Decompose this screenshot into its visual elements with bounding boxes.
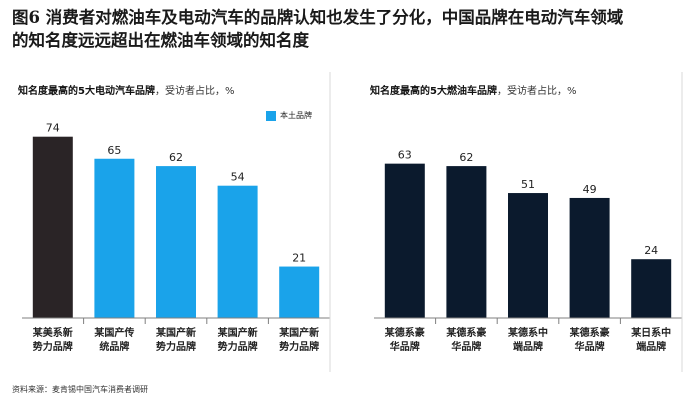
ice-category-label: 端品牌 (636, 340, 666, 353)
ice-category-label: 某日系中 (631, 326, 671, 339)
ev-category-label: 某国产新 (156, 326, 196, 339)
ev-value-label: 74 (46, 122, 60, 135)
ev-category-label: 某国产新 (218, 326, 258, 339)
ice-chart-subtitle: ，受访者占比，% (496, 86, 577, 97)
ev-category-label: 某国产传 (94, 326, 134, 339)
ev-category-label: 势力品牌 (279, 340, 319, 353)
ice-category-label: 端品牌 (513, 340, 543, 353)
ice-value-label: 63 (398, 149, 412, 162)
page-title-line-1: 图6 消费者对燃油车及电动汽车的品牌认知也发生了分化，中国品牌在电动汽车领域 (12, 8, 624, 27)
ev-category-label: 某美系新 (33, 326, 73, 339)
ev-value-label: 54 (231, 171, 245, 184)
source-note: 资料来源：麦肯锡中国汽车消费者调研 (12, 385, 148, 394)
ev-value-label: 21 (292, 252, 306, 265)
ev-value-label: 65 (107, 144, 121, 157)
ice-bar (569, 197, 610, 318)
ice-value-label: 62 (459, 151, 473, 164)
ev-category-label: 势力品牌 (33, 340, 73, 353)
ice-bar (508, 193, 548, 318)
ev-chart-subtitle: ，受访者占比，% (154, 86, 235, 97)
ice-chart-plot: 63某德系豪华品牌62某德系豪华品牌51某德系中端品牌49某德系豪华品牌24某日… (374, 72, 683, 372)
ice-category-label: 某德系豪 (570, 326, 610, 339)
ice-bar (384, 163, 425, 318)
ice-value-label: 51 (521, 178, 535, 191)
ice-bar (631, 259, 672, 318)
ev-brand-chart: 知名度最高的5大电动汽车品牌，受访者占比，% 本土品牌 74 某美系新 势力品牌 65… (12, 72, 332, 372)
ev-chart-legend: 本土品牌 (266, 110, 312, 121)
ev-value-label: 62 (169, 151, 183, 164)
legend-swatch-domestic (266, 110, 276, 121)
ev-chart-plot: 74某美系新势力品牌65某国产传统品牌62某国产新势力品牌54某国产新势力品牌2… (22, 72, 331, 372)
ice-brand-chart: 知名度最高的5大燃油车品牌，受访者占比，% 63 某德系豪 华品牌 62 某德系豪 华品牌… (364, 72, 684, 372)
ev-chart-heading: 知名度最高的5大电动汽车品牌，受访者占比，% (18, 82, 234, 97)
ev-bar (94, 158, 135, 318)
ice-category-label: 华品牌 (575, 340, 605, 353)
page-title: 图6 消费者对燃油车及电动汽车的品牌认知也发生了分化，中国品牌在电动汽车领域 的… (12, 6, 692, 52)
ice-chart-heading: 知名度最高的5大燃油车品牌，受访者占比，% (370, 82, 576, 97)
ice-chart-title: 知名度最高的5大燃油车品牌 (370, 86, 497, 97)
ev-bar (32, 136, 73, 318)
ev-category-label: 某国产新 (279, 326, 319, 339)
ice-value-label: 49 (583, 183, 597, 196)
ice-category-label: 某德系中 (508, 326, 548, 339)
ice-category-label: 华品牌 (451, 340, 481, 353)
ev-bar (217, 185, 258, 318)
ev-category-label: 势力品牌 (156, 340, 196, 353)
ev-bar (279, 266, 320, 318)
ice-category-label: 某德系豪 (446, 326, 486, 339)
ice-value-label: 24 (644, 244, 658, 257)
ev-category-label: 势力品牌 (218, 340, 258, 353)
page-title-line-2: 的知名度远远超出在燃油车领域的知名度 (12, 31, 309, 50)
ice-category-label: 华品牌 (390, 340, 420, 353)
legend-label-domestic: 本土品牌 (280, 111, 312, 120)
ev-bar (156, 166, 196, 318)
ice-bar (446, 166, 487, 318)
ev-category-label: 统品牌 (99, 340, 129, 353)
ev-chart-title: 知名度最高的5大电动汽车品牌 (18, 86, 155, 97)
ice-category-label: 某德系豪 (385, 326, 425, 339)
